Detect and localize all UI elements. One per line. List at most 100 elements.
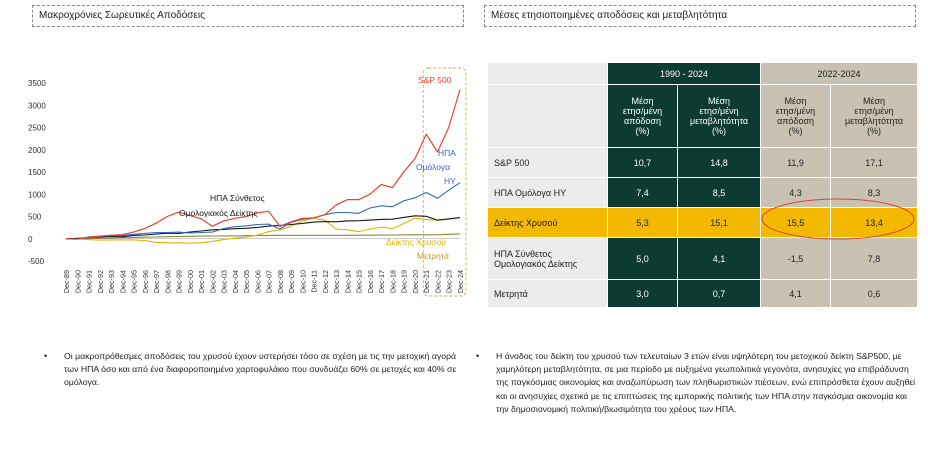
table-cell: 17,1 [830,147,919,178]
table-cell: -1,5 [760,237,832,280]
x-tick-label: Dec-14 [343,270,352,293]
column-header-line: Μέση [631,96,654,106]
x-tick-label: Dec-05 [242,270,251,293]
series-line [65,216,461,244]
y-tick-label: 0 [28,235,33,244]
returns-volatility-table: 1990 - 2024 2022-2024 Μέση ετησ/μένη απόδο… [487,62,919,308]
recent-period-box [422,67,467,297]
x-tick-label: Dec-91 [85,270,94,293]
series-line [65,233,461,240]
column-header-line: μεταβλητότητα [689,116,749,126]
series-label-hy: Ομόλογα [416,162,450,172]
column-header: Μέση ετησ/μένη απόδοση (%) [607,84,678,148]
row-label: Δείκτης Χρυσού [487,207,608,238]
column-header-line: απόδοση [624,116,661,126]
table-cell: 15,5 [760,207,832,238]
column-header-line: απόδοση [777,116,815,126]
column-header: Μέση ετησ/μένη μεταβλητότητα (%) [830,84,919,148]
chart-panel-title: Μακροχρόνιες Σωρευτικές Αποδόσεις [32,5,464,27]
table-group-header-row: 1990 - 2024 2022-2024 [487,62,919,85]
table-row: Μετρητά 3,0 0,7 4,1 0,6 [487,279,919,308]
column-header-line: ετησ/μένη [699,106,739,116]
table-cell: 14,8 [676,147,762,178]
x-tick-label: Dec-13 [332,270,341,293]
series-label-agg: ΗΠΑ Σύνθετος [210,193,265,203]
y-tick-label: 2000 [28,146,46,155]
table-cell: 8,5 [676,177,762,208]
table-cell: 0,6 [830,279,919,308]
bullet-dot: • [476,351,480,361]
bullet-left-text: Οι μακροπρόθεσμες αποδόσεις του χρυσού έ… [64,351,457,388]
x-tick-label: Dec-01 [197,270,206,293]
x-tick-label: Dec-07 [265,270,274,293]
x-tick-label: Dec-23 [445,270,454,293]
bullet-right: • Η άνοδος του δείκτη του χρυσού των τελ… [476,350,916,416]
column-header-line: Μέση [707,96,731,106]
y-tick-label: 1000 [28,190,46,199]
x-tick-label: Dec-17 [377,270,386,293]
column-header: Μέση ετησ/μένη μεταβλητότητα (%) [676,84,762,148]
table-row: Δείκτης Χρυσού 5,3 15,1 15,5 13,4 [487,207,919,238]
row-label: Μετρητά [487,279,608,308]
column-header-line: (%) [867,126,882,136]
row-label: ΗΠΑ Σύνθετος Ομολογιακός Δείκτης [487,237,608,280]
x-tick-label: Dec-08 [276,270,285,293]
table-cell: 5,3 [607,207,678,238]
table-corner [487,62,608,85]
x-tick-label: Dec-02 [208,270,217,293]
series-label-gold: Δείκτης Χρυσού [386,237,446,247]
x-tick-label: Dec-96 [141,270,150,293]
column-header-line: (%) [712,126,726,136]
x-tick-label: Dec-95 [130,270,139,293]
x-tick-label: Dec-24 [456,270,465,293]
x-tick-label: Dec-89 [62,270,71,293]
table-cell: 13,4 [830,207,919,238]
x-tick-label: Dec-16 [366,270,375,293]
x-tick-label: Dec-20 [411,270,420,293]
column-header-line: μεταβλητότητα [844,116,904,126]
table-row: S&P 500 10,7 14,8 11,9 17,1 [487,147,919,178]
x-tick-label: Dec-11 [310,270,319,293]
x-tick-label: Dec-22 [433,270,442,293]
table-cell: 4,1 [760,279,832,308]
y-tick-label: 3500 [28,79,46,88]
table-cell: 5,0 [607,237,678,280]
column-header-line: Μέση [862,96,886,106]
x-tick-label: Dec-03 [220,270,229,293]
bullet-right-text: Η άνοδος του δείκτη του χρυσού των τελευ… [496,351,916,414]
table-cell: 15,1 [676,207,762,238]
table-row: ΗΠΑ Σύνθετος Ομολογιακός Δείκτης 5,0 4,1 -1… [487,237,919,280]
table-corner-2 [487,84,608,148]
table-cell: 4,1 [676,237,762,280]
x-tick-label: Dec-90 [73,270,82,293]
group-2022-2024: 2022-2024 [760,62,919,85]
x-tick-label: Dec-93 [107,270,116,293]
series-label-hy: HY [444,176,456,186]
series-line [65,215,461,240]
series-label-agg: Ομολογιακός Δείκτης [179,208,258,218]
x-tick-label: Dec-15 [355,270,364,293]
x-tick-label: Dec-18 [388,270,397,293]
y-tick-label: -500 [28,257,45,266]
x-tick-label: Dec-98 [163,270,172,293]
x-tick-label: Dec-21 [422,270,431,293]
y-tick-label: 1500 [28,168,46,177]
row-label: ΗΠΑ Ομόλογα HY [487,177,608,208]
column-header-line: Μέση [784,96,807,106]
x-tick-label: Dec-04 [231,270,240,293]
column-header-line: (%) [635,126,650,136]
x-tick-label: Dec-97 [152,270,161,293]
y-tick-label: 2500 [28,124,46,133]
table-cell: 11,9 [760,147,832,178]
x-tick-label: Dec-94 [118,270,127,293]
x-tick-label: Dec-06 [253,270,262,293]
x-tick-label: Dec-00 [186,270,195,293]
y-tick-label: 3000 [28,101,46,110]
x-tick-label: Dec-09 [287,270,296,293]
bullet-left: • Οι μακροπρόθεσμες αποδόσεις του χρυσού… [44,350,459,390]
table-column-header-row: Μέση ετησ/μένη απόδοση (%) Μέση ετησ/μένη μετα… [487,84,919,148]
table-row: ΗΠΑ Ομόλογα HY 7,4 8,5 4,3 8,3 [487,177,919,208]
series-label-cash: Μετρητά [417,251,449,261]
table-cell: 7,8 [830,237,919,280]
table-cell: 8,3 [830,177,919,208]
